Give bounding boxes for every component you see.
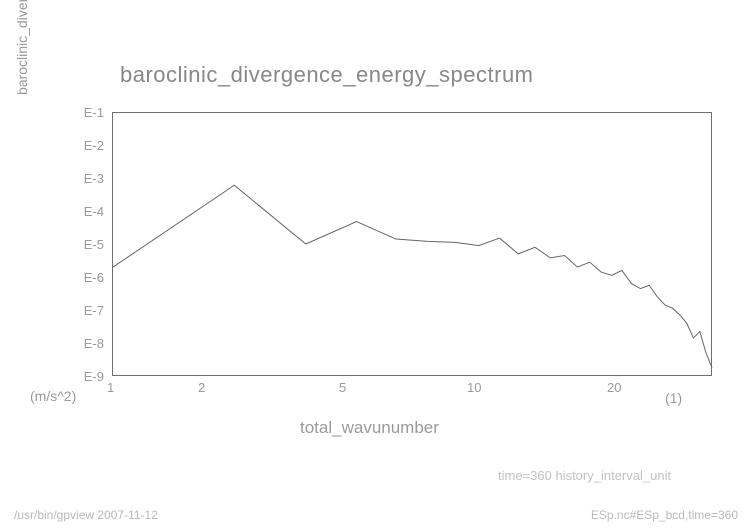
y-axis-unit: (m/s^2)	[30, 388, 76, 404]
y-tick-label-4: E-5	[64, 237, 104, 252]
chart-title: baroclinic_divergence_energy_spectrum	[120, 62, 534, 88]
y-tick-label-7: E-8	[64, 336, 104, 351]
x-tick-label-5: 20	[607, 380, 621, 395]
y-tick-label-5: E-6	[64, 270, 104, 285]
spectrum-curve	[112, 112, 712, 376]
y-tick-label-3: E-4	[64, 204, 104, 219]
x-axis-scale-annotation: (1)	[665, 390, 682, 406]
y-tick-label-2: E-3	[64, 171, 104, 186]
chart-window: baroclinic_divergence_energy_spectrum ba…	[0, 0, 752, 532]
x-tick-label-2: 2	[198, 380, 205, 395]
y-tick-label-0: E-1	[64, 105, 104, 120]
y-tick-label-8: E-9	[64, 369, 104, 384]
footer-path-date: /usr/bin/gpview 2007-11-12	[14, 508, 158, 522]
y-tick-label-1: E-2	[64, 138, 104, 153]
y-tick-label-6: E-7	[64, 303, 104, 318]
x-axis-label: total_wavunumber	[300, 418, 439, 438]
y-axis-label: baroclinic_divergence_energy_spe	[14, 0, 34, 95]
x-tick-label-1: 1	[107, 380, 114, 395]
x-tick-label-3: 5	[339, 380, 346, 395]
plot-area: E-1 E-2 E-3 E-4 E-5 E-6 E-7 E-8 E-9 1 2 …	[112, 112, 712, 376]
x-tick-label-4: 10	[467, 380, 481, 395]
footer-source-info: ESp.nc#ESp_bcd,time=360	[591, 508, 738, 522]
time-annotation: time=360 history_interval_unit	[498, 468, 671, 483]
